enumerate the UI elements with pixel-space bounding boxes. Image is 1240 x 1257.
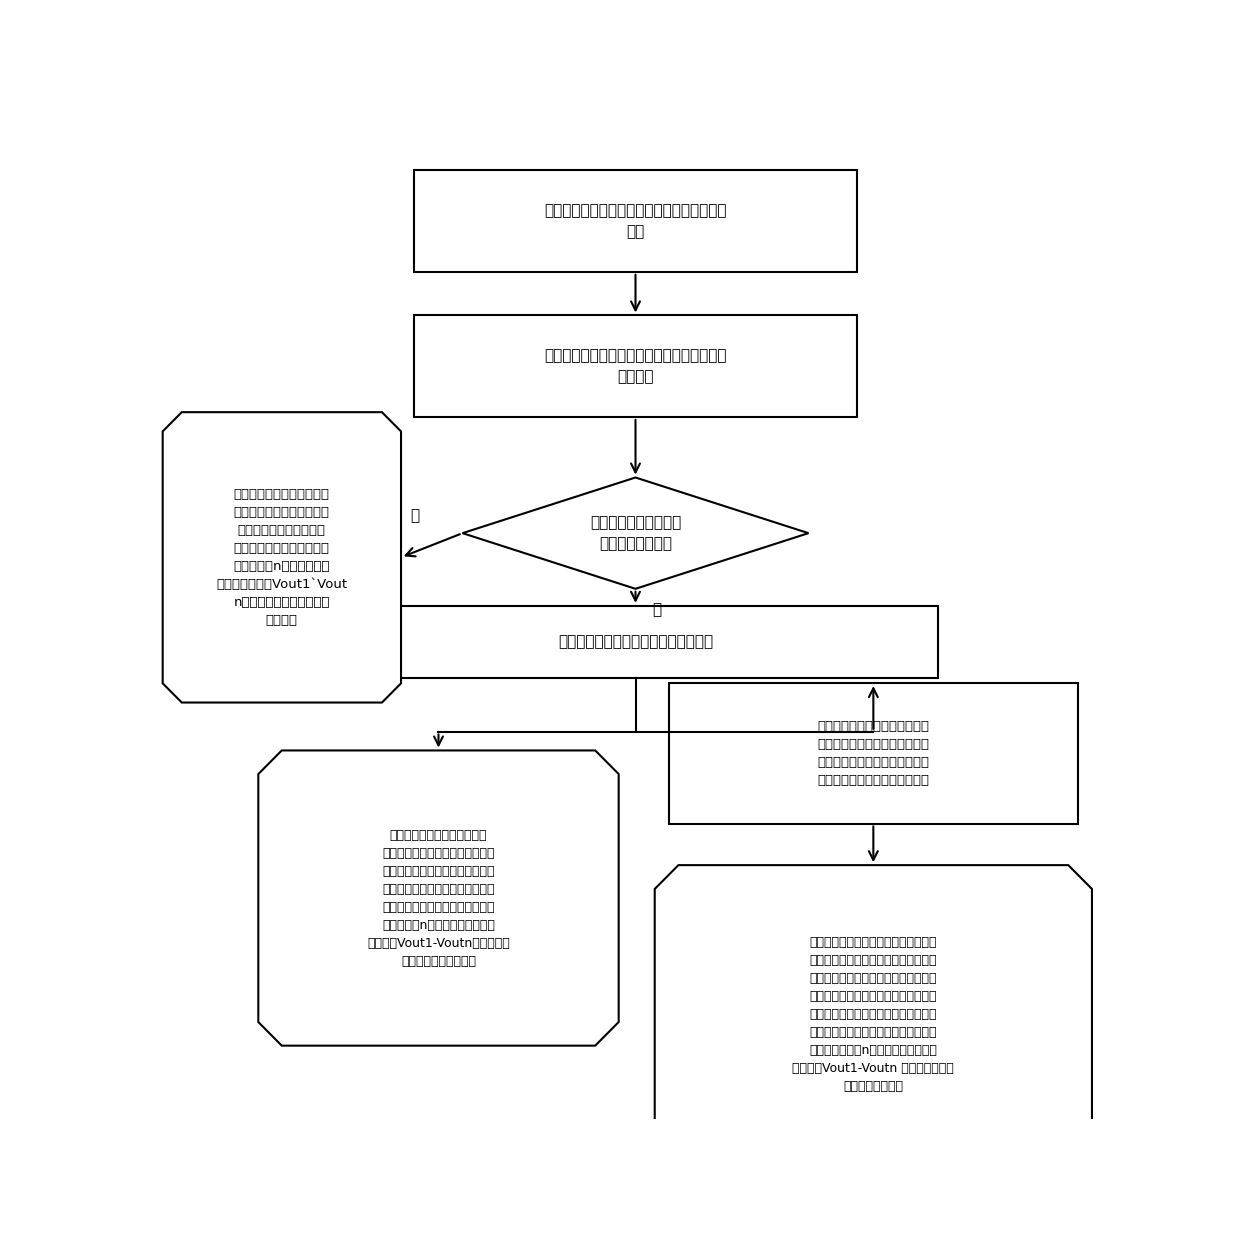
Text: 否: 否 [410,508,419,523]
Polygon shape [258,750,619,1046]
Polygon shape [463,478,808,588]
Text: 直接输出到显示器，或与其
他解码信号或外部源信号进
行复合后送至数字逻辑芯
片，由数字逻辑芯片将复合
信号分离成n个单路并行视
频数据后，从其Vout1`Vou: 直接输出到显示器，或与其 他解码信号或外部源信号进 行复合后送至数字逻辑芯 片，… [216,488,347,627]
Bar [414,170,857,272]
Polygon shape [655,865,1092,1163]
Text: 另一部分作为拼接图像源输出给
数字逻辑芯片，数字逻辑芯片通
过视频数据总线将拼接图像源传
输给下一张单板的数字逻辑芯片: 另一部分作为拼接图像源输出给 数字逻辑芯片，数字逻辑芯片通 过视频数据总线将拼接… [817,720,929,787]
Text: 视频解码芯片采集多路网络摄像机输出的视频
信号: 视频解码芯片采集多路网络摄像机输出的视频 信号 [544,204,727,239]
Text: 是: 是 [652,602,661,617]
Text: 视频解码芯片对多路视频信号进行解码，得到
解码信号: 视频解码芯片对多路视频信号进行解码，得到 解码信号 [544,348,727,385]
Bar [332,606,939,679]
Text: 视频解码芯片则将解码信号分成两部分: 视频解码芯片则将解码信号分成两部分 [558,635,713,650]
Text: 数字逻辑芯片将拼接图像源传输给同一
张单板上的视频解码芯片，由视频解码
芯片对拼接图像源切换成拼接图像块输
出给显示器，或切换成拼接图像块后与
其他解码信号或外: 数字逻辑芯片将拼接图像源传输给同一 张单板上的视频解码芯片，由视频解码 芯片对拼… [792,935,955,1092]
Text: 一部分由视频解码芯片切换成
拼接图像块后输出到显示器，或切
换成拼接图像块后与其他解码信号
或外部源信号进行复合后送至数字
逻辑芯片，由数字逻辑芯片将复合
信号: 一部分由视频解码芯片切换成 拼接图像块后输出到显示器，或切 换成拼接图像块后与其… [367,828,510,968]
Bar [414,316,857,417]
Polygon shape [162,412,401,703]
Text: 视频解码芯片判定解码
信号是否需要拼接: 视频解码芯片判定解码 信号是否需要拼接 [590,515,681,551]
Bar [670,683,1078,823]
